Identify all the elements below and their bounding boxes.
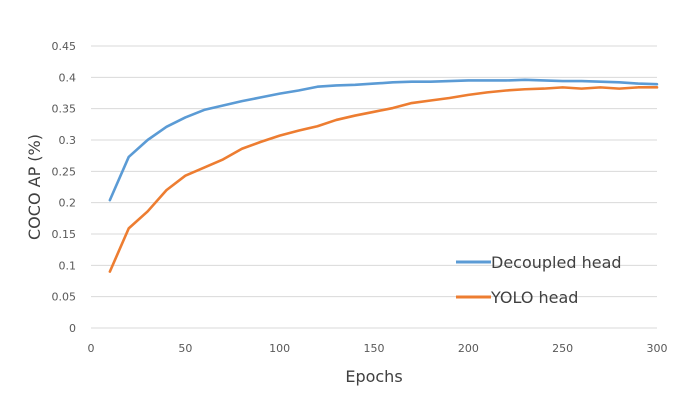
series-line-decoupled-head	[108, 78, 659, 202]
x-tick-label: 250	[552, 342, 573, 355]
x-tick-label: 100	[269, 342, 290, 355]
x-axis-ticks: 0 50 100 150 200 250 300	[88, 342, 668, 355]
legend-label-decoupled-head: Decoupled head	[491, 253, 622, 272]
x-tick-label: 150	[364, 342, 385, 355]
y-tick-label: 0.3	[59, 134, 77, 147]
y-tick-label: 0	[69, 322, 76, 335]
y-tick-label: 0.25	[52, 165, 77, 178]
series-line-yolo-head	[108, 86, 659, 273]
y-tick-label: 0.05	[52, 291, 77, 304]
y-tick-label: 0.4	[59, 71, 77, 84]
series-group	[108, 78, 659, 273]
x-tick-label: 200	[458, 342, 479, 355]
y-axis-ticks: 0 0.05 0.1 0.15 0.2 0.25 0.3 0.35 0.4 0.45	[52, 40, 77, 335]
y-tick-label: 0.35	[52, 103, 77, 116]
y-axis-title: COCO AP (%)	[25, 134, 44, 240]
legend-label-yolo-head: YOLO head	[490, 288, 578, 307]
legend: Decoupled head YOLO head	[456, 253, 622, 307]
x-tick-label: 50	[178, 342, 192, 355]
x-tick-label: 300	[647, 342, 668, 355]
gridlines	[91, 45, 657, 298]
y-tick-label: 0.1	[59, 259, 77, 272]
x-tick-label: 0	[88, 342, 95, 355]
y-tick-label: 0.15	[52, 228, 77, 241]
x-axis-title: Epochs	[345, 367, 402, 386]
y-tick-label: 0.2	[59, 197, 77, 210]
y-tick-label: 0.45	[52, 40, 77, 53]
